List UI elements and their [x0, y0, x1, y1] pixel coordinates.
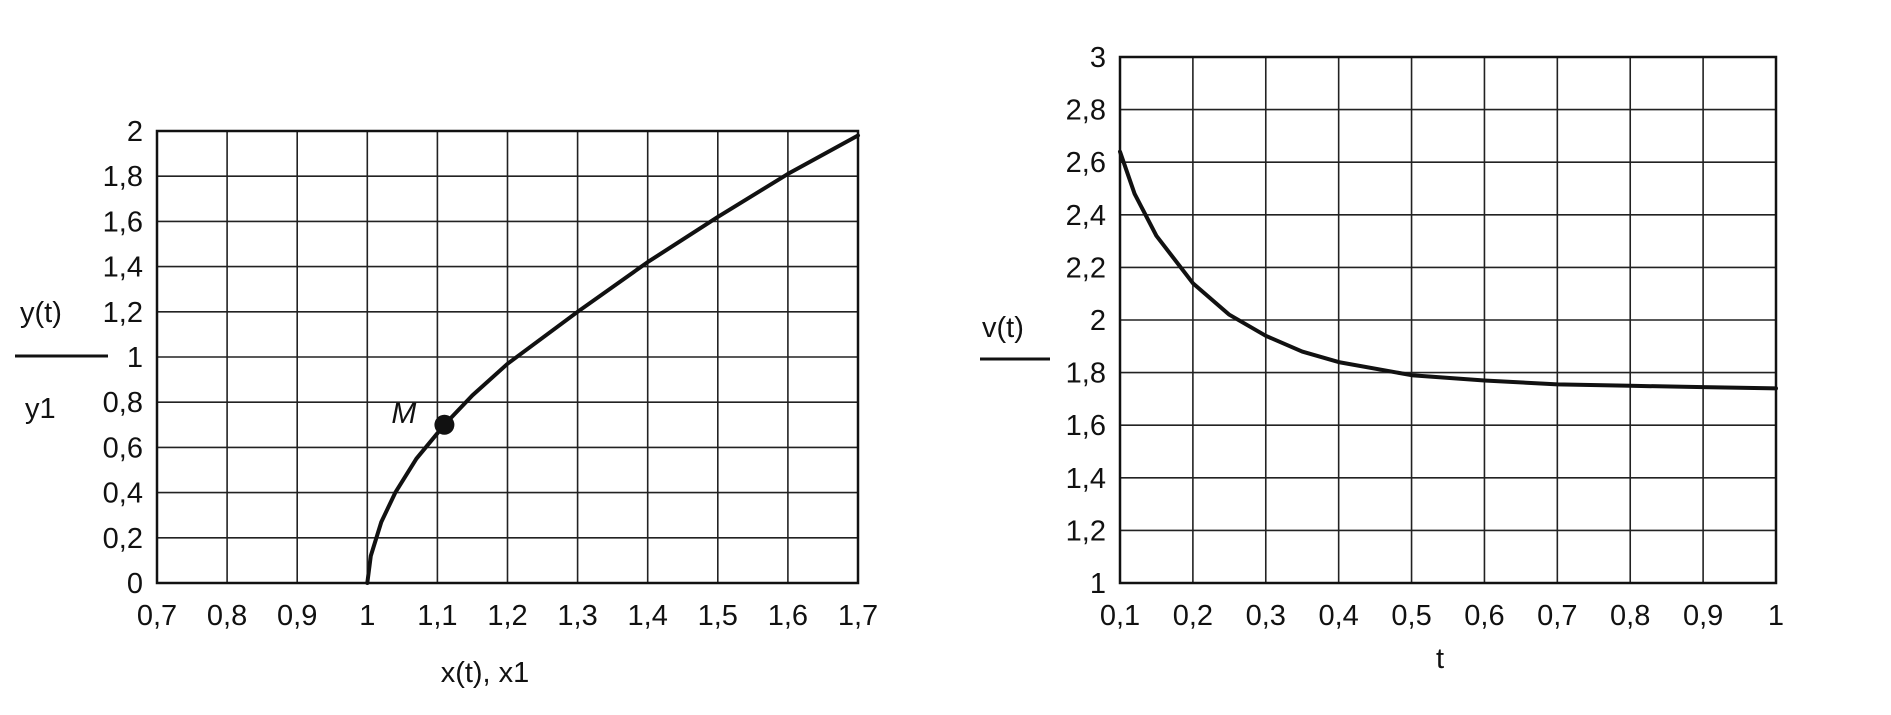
- point-m-marker: [434, 414, 455, 435]
- x-tick-label: 0,9: [277, 600, 317, 632]
- y-tick-label: 2,8: [1066, 95, 1106, 127]
- x-tick-label: 0,6: [1464, 600, 1504, 632]
- plot-frame: [1118, 55, 1778, 585]
- y-tick-label: 0,2: [103, 523, 143, 555]
- x-tick-label: 1,4: [628, 600, 668, 632]
- y-tick-label: 2: [1090, 305, 1106, 337]
- series-line: [365, 133, 860, 585]
- y-tick-label: 1,8: [1066, 358, 1106, 390]
- y-tick-label: 3: [1090, 42, 1106, 74]
- x-tick-label: 0,8: [1610, 600, 1650, 632]
- y-tick-label: 1,2: [103, 297, 143, 329]
- y-tick-label: 1,2: [1066, 515, 1106, 547]
- x-tick-label: 0,5: [1391, 600, 1431, 632]
- x-tick-label: 1,2: [487, 600, 527, 632]
- y-tick-label: 2: [127, 116, 143, 148]
- y-tick-label: 1,8: [103, 161, 143, 193]
- x-tick-label: 0,1: [1100, 600, 1140, 632]
- x-axis-label: x(t), x1: [441, 657, 530, 689]
- y-axis-label-denominator: y1: [25, 393, 56, 425]
- y-tick-label: 1,6: [103, 206, 143, 238]
- x-tick-label: 1,1: [417, 600, 457, 632]
- x-tick-label: 0,8: [207, 600, 247, 632]
- y-tick-label: 1: [127, 342, 143, 374]
- x-tick-label: 1,3: [557, 600, 597, 632]
- y-tick-label: 1: [1090, 568, 1106, 600]
- x-tick-label: 1,7: [838, 600, 878, 632]
- chart-trajectory: 0,7 0,8 0,9 1 1,1 1,2 1,3 1,4 1,5 1,6 1,7 0 0,2 0,4 0,…: [15, 116, 878, 689]
- x-axis-label: t: [1436, 643, 1444, 675]
- y-tick-label: 2,6: [1066, 147, 1106, 179]
- y-tick-label: 1,4: [1066, 463, 1106, 495]
- y-tick-label: 1,4: [103, 252, 143, 284]
- series-line: [1118, 149, 1778, 391]
- plot-frame: [155, 129, 860, 585]
- x-tick-label: 1,6: [768, 600, 808, 632]
- x-tick-label: 0,9: [1683, 600, 1723, 632]
- y-tick-label: 0,6: [103, 432, 143, 464]
- x-tick-label: 0,4: [1319, 600, 1359, 632]
- x-tick-label: 1: [359, 600, 375, 632]
- x-tick-label: 1: [1768, 600, 1784, 632]
- y-tick-label: 0,8: [103, 387, 143, 419]
- y-axis-label-numerator: y(t): [20, 297, 62, 329]
- chart-velocity: 0,1 0,2 0,3 0,4 0,5 0,6 0,7 0,8 0,9 1 1 1,2 1,4 1,6 1,…: [980, 42, 1784, 675]
- y-tick-label: 2,2: [1066, 252, 1106, 284]
- y-axis-label-numerator: v(t): [982, 312, 1024, 344]
- x-tick-label: 1,5: [698, 600, 738, 632]
- x-tick-label: 0,2: [1173, 600, 1213, 632]
- x-tick-label: 0,7: [1537, 600, 1577, 632]
- y-tick-label: 0,4: [103, 478, 143, 510]
- x-tick-label: 0,7: [137, 600, 177, 632]
- y-tick-label: 2,4: [1066, 200, 1106, 232]
- point-m-label: M: [391, 397, 416, 430]
- y-tick-label: 0: [127, 568, 143, 600]
- x-tick-label: 0,3: [1246, 600, 1286, 632]
- y-tick-label: 1,6: [1066, 410, 1106, 442]
